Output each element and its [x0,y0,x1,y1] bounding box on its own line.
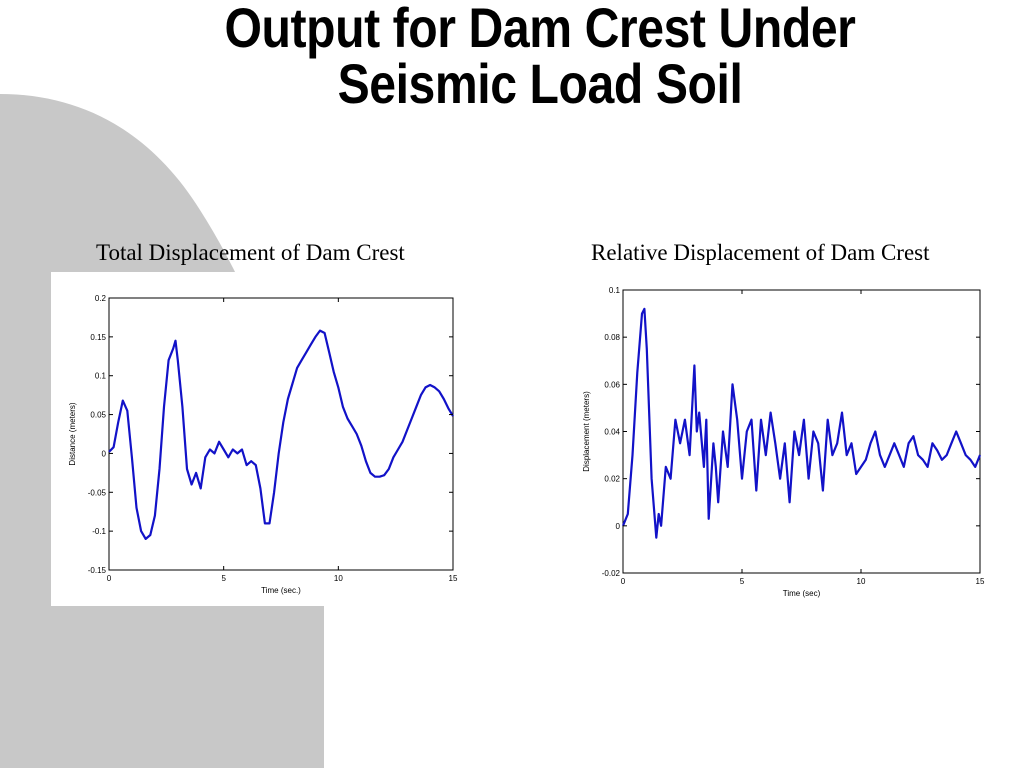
total-displacement-panel [51,272,462,606]
total-displacement-y-tick-label: 0.1 [95,372,107,381]
total-displacement-y-tick-label: -0.1 [92,527,106,536]
relative-displacement-y-tick-label: 0.06 [604,380,620,389]
total-displacement-x-tick-label: 0 [107,574,112,583]
relative-displacement-caption: Relative Displacement of Dam Crest [591,240,930,265]
total-displacement-series-line [108,329,454,540]
relative-displacement-x-tick-label: 5 [740,577,745,586]
relative-displacement-y-tick-label: -0.02 [602,569,621,578]
total-displacement-y-tick-label: 0.2 [95,294,107,303]
total-displacement-x-tick-label: 15 [449,574,458,583]
total-displacement-chart: 0 5 10 15 -0.15 -0.1 -0.05 0 0.05 0.1 0.15 0.2 Time … [68,294,458,595]
relative-displacement-y-tick-label: 0.1 [609,286,621,295]
relative-displacement-y-tick-label: 0.08 [604,333,620,342]
relative-displacement-y-axis-label: Displacement (meters) [582,391,591,472]
relative-displacement-y-tick-label: 0.04 [604,428,620,437]
total-displacement-y-tick-label: -0.05 [88,488,107,497]
total-displacement-y-tick-label: 0.15 [90,333,106,342]
slide-title: Output for Dam Crest Under Seismic Load … [144,0,935,112]
total-displacement-x-tick-label: 10 [334,574,343,583]
slide-title-line-2: Seismic Load Soil [337,52,743,115]
total-displacement-y-tick-label: 0.05 [90,411,106,420]
relative-displacement-series-line [621,307,982,539]
relative-displacement-x-axis-label: Time (sec) [783,589,821,598]
relative-displacement-y-tick-label: 0 [616,522,621,531]
total-displacement-x-tick-label: 5 [221,574,226,583]
total-displacement-plot-frame [108,297,454,571]
total-displacement-x-axis-label: Time (sec.) [261,586,301,595]
slide-title-line-1: Output for Dam Crest Under [224,0,856,59]
relative-displacement-y-tick-label: 0.02 [604,475,620,484]
total-displacement-y-axis-label: Distance (meters) [68,402,77,465]
total-displacement-y-tick-label: -0.15 [88,566,107,575]
relative-displacement-x-tick-label: 15 [976,577,985,586]
relative-displacement-x-tick-label: 0 [621,577,626,586]
total-displacement-y-tick-label: 0 [102,449,107,458]
total-displacement-caption: Total Displacement of Dam Crest [96,240,405,265]
relative-displacement-x-tick-label: 10 [857,577,866,586]
